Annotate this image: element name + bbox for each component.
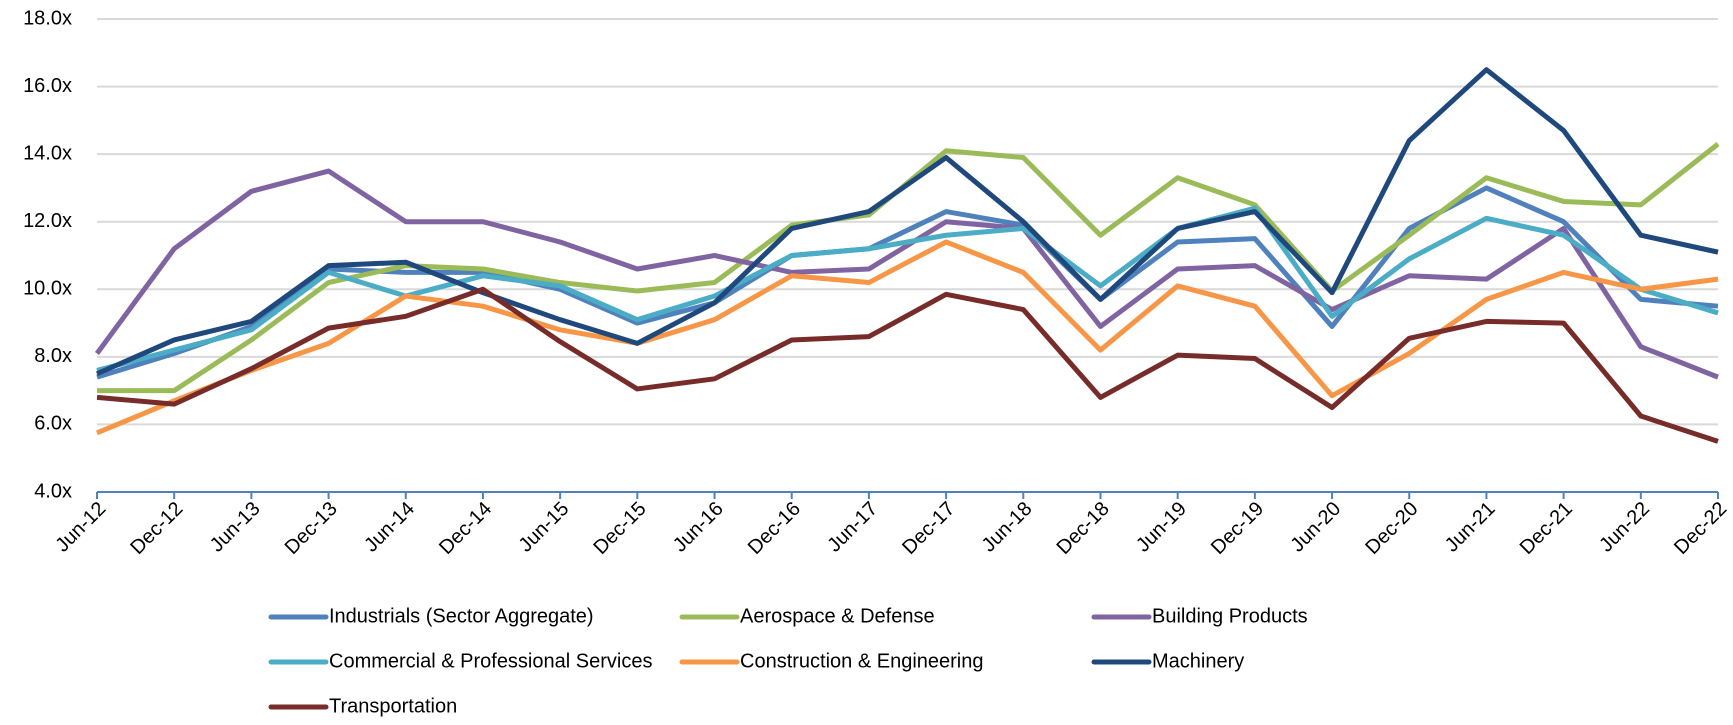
x-tick-label: Dec-20 [1361, 498, 1422, 559]
series-line [96, 286, 1719, 444]
legend-label: Building Products [1152, 605, 1308, 627]
x-tick-label: Jun-12 [51, 498, 110, 557]
series-line [96, 205, 1719, 373]
x-tick-label: Dec-16 [744, 498, 805, 559]
legend-label: Aerospace & Defense [740, 605, 935, 627]
x-tick-label: Jun-21 [1441, 498, 1500, 557]
x-tick-label: Jun-16 [669, 498, 728, 557]
y-tick-label: 12.0x [23, 210, 72, 232]
x-tick-label: Jun-17 [823, 498, 882, 557]
x-tick-label: Dec-19 [1207, 498, 1268, 559]
y-tick-label: 8.0x [34, 345, 72, 367]
legend-label: Construction & Engineering [740, 650, 983, 672]
y-tick-label: 18.0x [23, 7, 72, 29]
legend-label: Commercial & Professional Services [329, 650, 652, 672]
legend-label: Industrials (Sector Aggregate) [329, 605, 594, 627]
x-tick-label: Dec-13 [281, 498, 342, 559]
y-tick-label: 16.0x [23, 75, 72, 97]
series-line [94, 168, 1719, 380]
legend-label: Transportation [329, 695, 457, 717]
series-line [95, 67, 1719, 377]
x-tick-label: Jun-19 [1132, 498, 1191, 557]
y-tick-label: 10.0x [23, 278, 72, 300]
y-tick-label: 4.0x [34, 480, 72, 502]
x-tick-label: Dec-18 [1053, 498, 1114, 559]
x-tick-label: Dec-12 [126, 498, 187, 559]
x-tick-label: Jun-14 [360, 498, 419, 557]
x-tick-label: Jun-18 [978, 498, 1037, 557]
x-tick-label: Dec-21 [1516, 498, 1577, 559]
x-tick-label: Jun-20 [1287, 498, 1346, 557]
y-tick-label: 14.0x [23, 142, 72, 164]
x-tick-label: Jun-13 [206, 498, 265, 557]
x-tick-label: Dec-15 [589, 498, 650, 559]
series-line [96, 239, 1719, 436]
x-tick-label: Jun-15 [515, 498, 574, 557]
x-tick-label: Dec-14 [435, 498, 496, 559]
x-tick-label: Dec-22 [1670, 498, 1731, 559]
legend-label: Machinery [1152, 650, 1244, 672]
x-tick-label: Jun-22 [1595, 498, 1654, 557]
y-tick-label: 6.0x [34, 413, 72, 435]
x-tick-label: Dec-17 [898, 498, 959, 559]
